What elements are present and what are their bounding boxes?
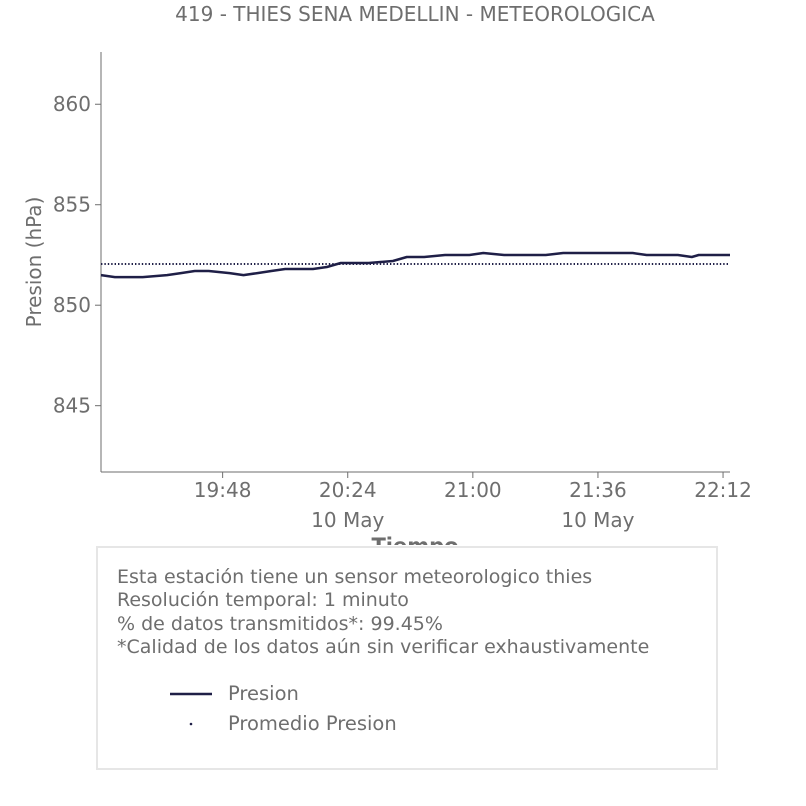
info-line-3: % de datos transmitidos*: 99.45% — [117, 612, 443, 635]
series-line-presion — [100, 251, 730, 279]
info-box: Esta estación tiene un sensor meteorolog… — [96, 546, 718, 770]
info-line-2: Resolución temporal: 1 minuto — [117, 589, 409, 612]
info-line-1: Esta estación tiene un sensor meteorolog… — [117, 566, 593, 588]
x-tick-label: 20:24 — [319, 478, 377, 502]
y-tick-label: 850 — [53, 293, 91, 317]
x-tick-label: 21:00 — [444, 478, 502, 502]
legend-label-presion: Presion — [228, 682, 299, 705]
y-tick-label: 855 — [53, 193, 91, 217]
info-line-4: *Calidad de los datos aún sin verificar … — [117, 635, 650, 658]
info-text: Esta estación tiene un sensor meteorolog… — [117, 566, 649, 659]
x-tick-label: 22:12 — [694, 478, 752, 502]
chart: 419 - THIES SENA MEDELLIN - METEOROLOGIC… — [22, 2, 752, 545]
x-tick-label: 19:48 — [194, 478, 252, 502]
chart-title: 419 - THIES SENA MEDELLIN - METEOROLOGIC… — [175, 2, 655, 26]
x-tick-date-label: 10 May — [311, 508, 384, 532]
x-axis-label: Tiempo — [371, 534, 458, 545]
legend-dot-swatch — [189, 722, 193, 726]
y-tick-label: 860 — [53, 92, 91, 116]
y-axis-label: Presion (hPa) — [22, 197, 46, 328]
x-tick-label: 21:36 — [569, 478, 627, 502]
x-tick-date-label: 10 May — [561, 508, 634, 532]
y-tick-label: 845 — [53, 394, 91, 418]
legend-line-swatch — [170, 692, 212, 696]
legend-label-promedio: Promedio Presion — [228, 712, 397, 735]
